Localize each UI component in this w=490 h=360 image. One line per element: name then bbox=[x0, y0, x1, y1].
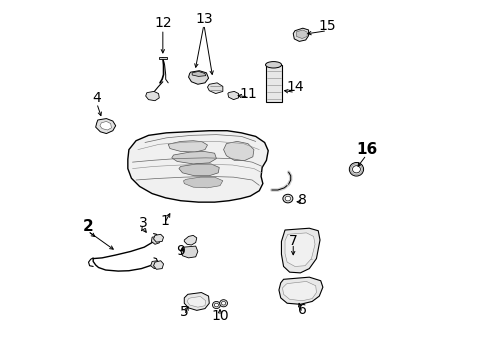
Polygon shape bbox=[128, 131, 268, 202]
Text: 13: 13 bbox=[195, 12, 213, 26]
Text: 3: 3 bbox=[139, 216, 147, 230]
Polygon shape bbox=[184, 293, 209, 310]
Text: 10: 10 bbox=[211, 309, 229, 323]
Polygon shape bbox=[184, 177, 223, 188]
Ellipse shape bbox=[214, 303, 219, 307]
Polygon shape bbox=[207, 83, 223, 94]
Polygon shape bbox=[293, 28, 309, 41]
Polygon shape bbox=[285, 233, 315, 266]
Text: 9: 9 bbox=[176, 244, 185, 258]
Ellipse shape bbox=[220, 300, 227, 307]
Text: 14: 14 bbox=[286, 80, 304, 94]
Polygon shape bbox=[283, 282, 317, 301]
Polygon shape bbox=[192, 71, 206, 76]
Text: 8: 8 bbox=[298, 193, 307, 207]
Ellipse shape bbox=[221, 301, 226, 305]
Text: 2: 2 bbox=[82, 219, 93, 234]
Polygon shape bbox=[181, 246, 198, 258]
Polygon shape bbox=[223, 141, 254, 160]
Text: 1: 1 bbox=[160, 214, 169, 228]
Text: 4: 4 bbox=[93, 91, 101, 105]
Polygon shape bbox=[96, 118, 116, 134]
Polygon shape bbox=[151, 261, 160, 269]
Text: 11: 11 bbox=[240, 87, 257, 101]
Polygon shape bbox=[184, 235, 197, 245]
Text: 12: 12 bbox=[154, 16, 172, 30]
Polygon shape bbox=[279, 277, 323, 304]
Polygon shape bbox=[172, 152, 217, 164]
Ellipse shape bbox=[266, 62, 282, 68]
Polygon shape bbox=[228, 91, 239, 100]
Text: 6: 6 bbox=[298, 303, 307, 318]
Text: 16: 16 bbox=[356, 142, 377, 157]
Ellipse shape bbox=[283, 194, 293, 203]
Polygon shape bbox=[151, 237, 160, 244]
Polygon shape bbox=[266, 65, 282, 102]
Polygon shape bbox=[179, 164, 220, 176]
Ellipse shape bbox=[352, 166, 360, 173]
Polygon shape bbox=[159, 57, 167, 59]
Polygon shape bbox=[168, 141, 207, 152]
Polygon shape bbox=[281, 228, 320, 273]
Ellipse shape bbox=[349, 162, 364, 176]
Text: 15: 15 bbox=[318, 19, 336, 33]
Polygon shape bbox=[146, 91, 159, 101]
Text: 5: 5 bbox=[180, 305, 189, 319]
Ellipse shape bbox=[213, 301, 220, 309]
Polygon shape bbox=[153, 261, 164, 269]
Text: 7: 7 bbox=[289, 234, 297, 248]
Polygon shape bbox=[187, 296, 206, 307]
Polygon shape bbox=[153, 234, 164, 242]
Polygon shape bbox=[296, 30, 307, 39]
Polygon shape bbox=[189, 71, 209, 84]
Ellipse shape bbox=[285, 196, 291, 201]
Polygon shape bbox=[100, 121, 111, 130]
